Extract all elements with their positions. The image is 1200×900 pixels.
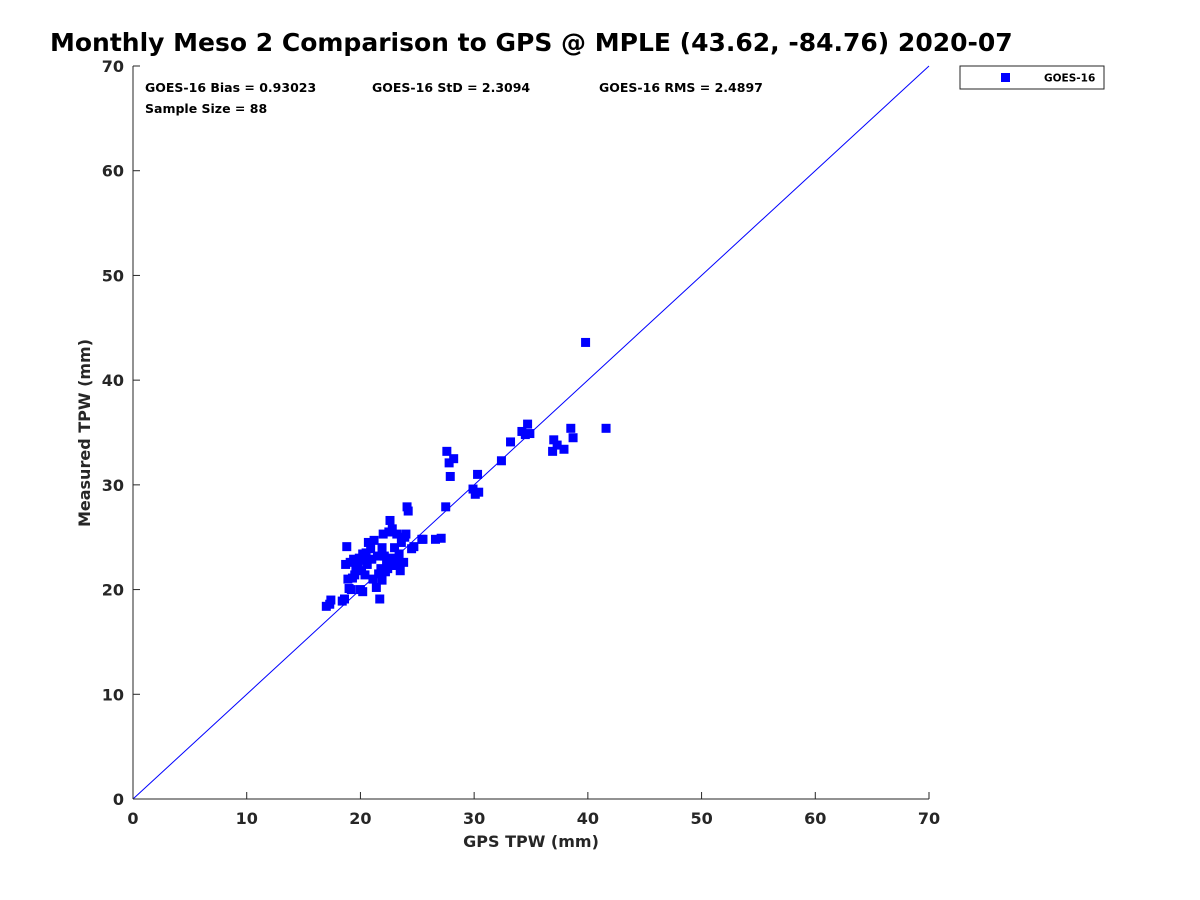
- data-point: [340, 594, 350, 604]
- data-point: [392, 529, 402, 539]
- y-axis-label: Measured TPW (mm): [75, 339, 94, 527]
- data-point: [566, 423, 576, 433]
- data-point: [403, 506, 413, 516]
- x-axis-label: GPS TPW (mm): [463, 832, 599, 851]
- chart-title: Monthly Meso 2 Comparison to GPS @ MPLE …: [50, 28, 1013, 57]
- x-tick-label: 50: [690, 809, 712, 828]
- data-point: [396, 537, 406, 547]
- data-point: [393, 559, 403, 569]
- data-point: [386, 553, 396, 563]
- data-point: [383, 564, 393, 574]
- x-tick-label: 60: [804, 809, 826, 828]
- rms-annotation: GOES-16 RMS = 2.4897: [599, 80, 763, 95]
- data-point: [506, 437, 516, 447]
- y-tick-label: 0: [113, 790, 124, 809]
- data-point: [395, 566, 405, 576]
- data-point: [444, 458, 454, 468]
- data-point: [369, 535, 379, 545]
- x-tick-label: 0: [127, 809, 138, 828]
- data-point: [342, 542, 352, 552]
- data-point: [326, 595, 336, 605]
- data-point: [442, 446, 452, 456]
- x-tick-label: 40: [577, 809, 599, 828]
- data-point: [394, 549, 404, 559]
- data-point: [445, 471, 455, 481]
- data-point: [436, 533, 446, 543]
- y-tick-label: 70: [102, 57, 124, 76]
- data-point: [368, 574, 378, 584]
- data-point: [548, 446, 558, 456]
- data-point: [418, 534, 428, 544]
- data-point: [409, 542, 419, 552]
- sample-size-annotation: Sample Size = 88: [145, 101, 267, 116]
- legend: GOES-16: [959, 65, 1105, 90]
- y-tick-label: 40: [102, 371, 124, 390]
- data-point: [468, 484, 478, 494]
- data-point: [377, 575, 387, 585]
- data-point: [601, 423, 611, 433]
- data-point: [449, 454, 459, 464]
- data-point: [430, 534, 440, 544]
- data-point: [474, 487, 484, 497]
- data-point: [353, 558, 363, 568]
- data-point: [376, 564, 386, 574]
- data-point: [473, 469, 483, 479]
- data-point: [374, 569, 384, 579]
- legend-marker: [1001, 73, 1010, 82]
- x-tick-label: 70: [918, 809, 940, 828]
- data-point: [401, 529, 411, 539]
- data-point: [351, 564, 361, 574]
- bias-annotation: GOES-16 Bias = 0.93023: [145, 80, 316, 95]
- data-point: [385, 515, 395, 525]
- data-point: [362, 559, 372, 569]
- data-point: [496, 456, 506, 466]
- axes-frame: [132, 66, 929, 800]
- x-tick-label: 30: [463, 809, 485, 828]
- y-tick-label: 30: [102, 476, 124, 495]
- y-tick-label: 20: [102, 581, 124, 600]
- data-point: [375, 594, 385, 604]
- data-point: [549, 435, 559, 445]
- data-point: [363, 537, 373, 547]
- data-point: [525, 429, 535, 439]
- data-point: [344, 584, 354, 594]
- y-tick-label: 50: [102, 266, 124, 285]
- data-point: [343, 574, 353, 584]
- data-point: [523, 419, 533, 429]
- data-point: [377, 543, 387, 553]
- data-point: [387, 524, 397, 534]
- data-point: [372, 551, 382, 561]
- data-point: [358, 549, 368, 559]
- data-point: [559, 444, 569, 454]
- data-point: [441, 502, 451, 512]
- data-point: [552, 440, 562, 450]
- legend-label: GOES-16: [1044, 73, 1095, 85]
- std-annotation: GOES-16 StD = 2.3094: [372, 80, 530, 95]
- data-points: [321, 337, 611, 611]
- data-point: [388, 560, 398, 570]
- data-point: [341, 559, 351, 569]
- data-point: [349, 554, 359, 564]
- data-point: [367, 554, 377, 564]
- x-tick-label: 20: [349, 809, 371, 828]
- data-point: [390, 543, 400, 553]
- x-tick-label: 10: [236, 809, 258, 828]
- data-point: [382, 558, 392, 568]
- data-point: [399, 557, 409, 567]
- y-tick-label: 60: [102, 162, 124, 181]
- data-point: [360, 570, 370, 580]
- data-point: [358, 587, 368, 597]
- data-point: [350, 570, 360, 580]
- data-point: [378, 529, 388, 539]
- data-point: [581, 337, 591, 347]
- data-point: [520, 430, 530, 440]
- y-tick-label: 10: [102, 685, 124, 704]
- data-point: [379, 551, 389, 561]
- legend-box: [959, 65, 1105, 90]
- data-point: [568, 433, 578, 443]
- axis-ticks: 0 10 20 30 40 50 60 70 0 10 20 30 40 50 60 70: [102, 57, 940, 828]
- data-point: [371, 582, 381, 592]
- data-point: [366, 544, 376, 554]
